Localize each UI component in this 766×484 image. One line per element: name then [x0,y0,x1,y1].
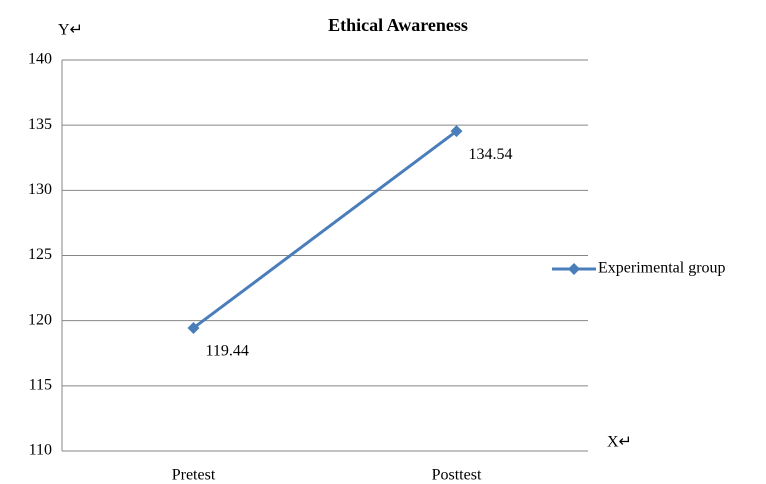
y-axis-label: Y↵ [58,22,83,39]
y-tick-label: 110 [29,442,52,459]
y-tick-label: 140 [28,51,52,68]
x-axis-label: X↵ [607,434,632,451]
legend-label: Experimental group [598,260,726,277]
y-tick-label: 135 [28,116,52,133]
y-tick-label: 120 [28,311,52,328]
y-tick-label: 125 [28,246,52,263]
x-tick-label: Pretest [172,467,216,484]
chart-title: Ethical Awareness [328,15,468,35]
legend-marker [568,263,580,275]
marker [187,321,200,334]
marker [450,125,463,138]
y-tick-label: 115 [29,377,52,394]
series-line [192,129,458,330]
data-label: 134.54 [469,146,513,163]
data-label: 119.44 [206,343,249,360]
y-tick-label: 130 [28,181,52,198]
x-tick-label: Posttest [432,467,482,484]
